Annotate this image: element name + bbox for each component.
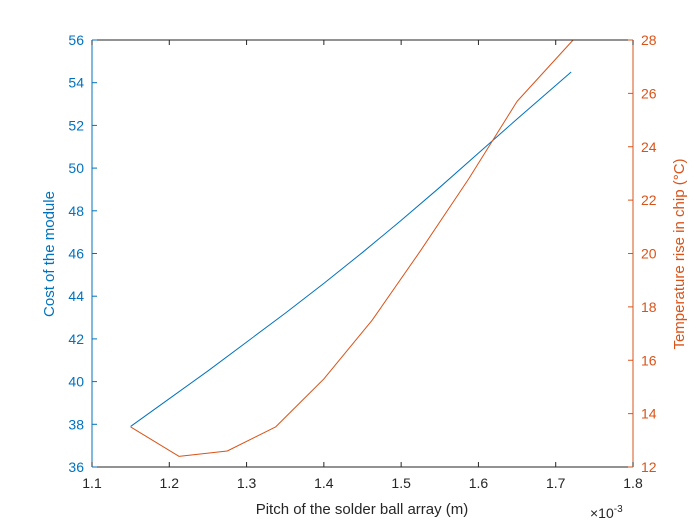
- x-tick-label: 1.1: [82, 475, 102, 491]
- right-y-tick-label: 26: [641, 85, 657, 101]
- left-y-tick-label: 44: [68, 288, 84, 304]
- left-y-axis-label: Cost of the module: [41, 191, 58, 317]
- left-y-tick-label: 38: [68, 416, 84, 432]
- right-y-tick-label: 22: [641, 192, 657, 208]
- left-y-tick-label: 54: [68, 75, 84, 91]
- x-tick-label: 1.4: [314, 475, 334, 491]
- x-tick-label: 1.6: [469, 475, 489, 491]
- left-y-tick-label: 48: [68, 203, 84, 219]
- left-y-tick-label: 52: [68, 117, 84, 133]
- left-y-tick-label: 56: [68, 32, 84, 48]
- right-y-axis-label: Temperature rise in chip (°C): [671, 158, 688, 349]
- x-axis-exponent-base: ×10: [590, 505, 614, 521]
- temperature-series-line: [130, 39, 574, 457]
- x-axis-exponent-power: -3: [614, 504, 623, 515]
- left-y-tick-label: 50: [68, 160, 84, 176]
- x-axis-label: Pitch of the solder ball array (m): [256, 501, 469, 518]
- left-y-tick-label: 40: [68, 374, 84, 390]
- right-y-tick-label: 20: [641, 246, 657, 262]
- right-y-tick-label: 18: [641, 299, 657, 315]
- right-y-tick-label: 16: [641, 352, 657, 368]
- axes: 1.1 1.2 1.3 1.4 1.5 1.6 1.7 1.8 36 38 40 42 44 46 48 50…: [68, 32, 656, 491]
- right-y-tick-label: 24: [641, 139, 657, 155]
- cost-series-line: [130, 71, 572, 427]
- x-tick-label: 1.7: [546, 475, 566, 491]
- x-axis-exponent: ×10-3: [590, 504, 623, 521]
- left-y-tick-label: 46: [68, 246, 84, 262]
- x-tick-label: 1.3: [237, 475, 257, 491]
- x-tick-label: 1.5: [391, 475, 411, 491]
- right-y-tick-label: 12: [641, 459, 657, 475]
- x-tick-label: 1.8: [623, 475, 643, 491]
- right-y-tick-label: 14: [641, 406, 657, 422]
- right-y-tick-label: 28: [641, 32, 657, 48]
- x-tick-label: 1.2: [160, 475, 180, 491]
- plot-area: [130, 39, 574, 457]
- left-y-tick-label: 36: [68, 459, 84, 475]
- left-y-tick-label: 42: [68, 331, 84, 347]
